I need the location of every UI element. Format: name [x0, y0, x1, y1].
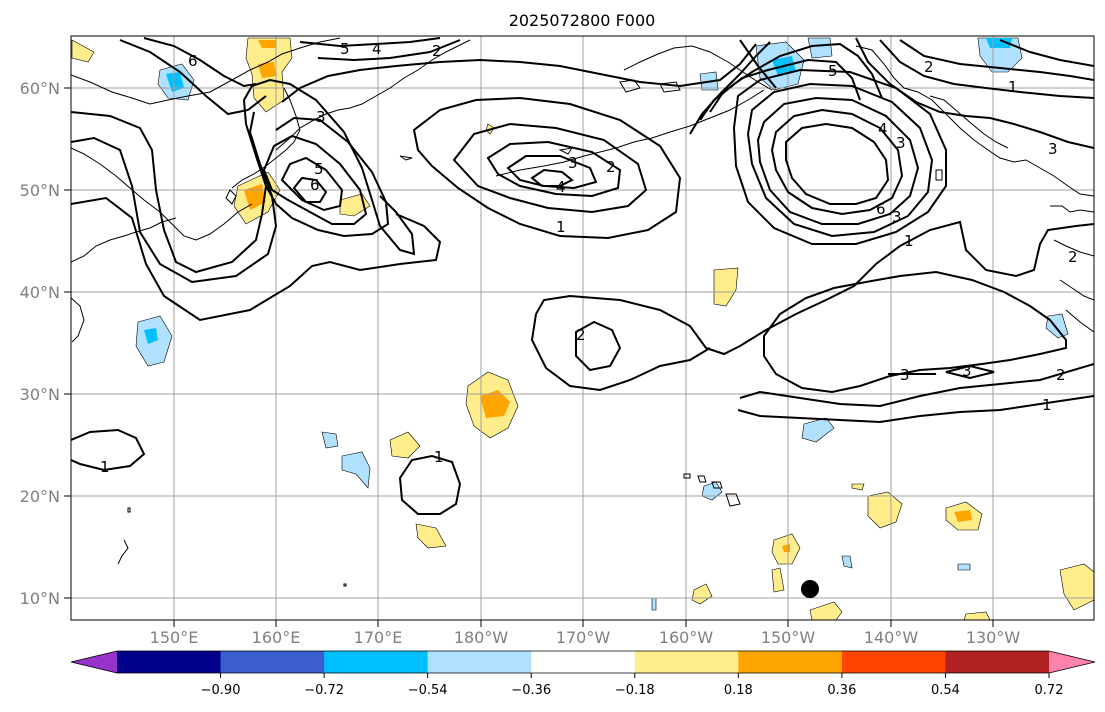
colorbar-tick-label: −0.54	[408, 683, 448, 698]
colorbar-tick-label: −0.90	[201, 683, 241, 698]
contour-label: 4	[372, 40, 382, 58]
contour-label: 4	[556, 178, 566, 196]
gridlines	[71, 36, 1094, 620]
colorbar-extend-low	[71, 651, 117, 673]
contour-label: 2	[432, 42, 442, 60]
colorbar-tick-label: −0.18	[615, 683, 655, 698]
colorbar-segment	[117, 651, 222, 673]
latitude-labels: 60°N 50°N 40°N 30°N 20°N 10°N	[20, 79, 71, 608]
lat-label: 30°N	[20, 385, 60, 404]
colorbar-segment	[945, 651, 1050, 673]
colorbar: −0.90 −0.72 −0.54 −0.36 −0.18 0.18 0.36 0.54 0.7…	[70, 650, 1096, 698]
contour-label: 1	[100, 458, 110, 476]
colorbar-tick-label: −0.36	[511, 683, 551, 698]
lon-label: 160°E	[252, 628, 301, 647]
contour-label: 6	[876, 200, 886, 218]
contour-label-layer: 6 5 4 2 3 5 6 3 2 4 1 5 4 3 6 1 3 1 2 3 …	[100, 40, 1078, 476]
lat-label: 20°N	[20, 487, 60, 506]
contour-label: 3	[568, 154, 578, 172]
contour-label: 1	[556, 218, 566, 236]
colorbar-tick-label: 0.18	[724, 683, 753, 698]
contour-label: 3	[962, 362, 972, 380]
contour-label: 2	[606, 158, 616, 176]
contour-lines	[71, 37, 1094, 515]
lon-label: 140°W	[864, 628, 919, 647]
lon-label: 150°W	[761, 628, 816, 647]
lat-label: 40°N	[20, 283, 60, 302]
lon-label: 130°W	[966, 628, 1021, 647]
coastlines	[71, 37, 1094, 587]
colorbar-segment	[738, 651, 843, 673]
contour-label: 2	[576, 326, 586, 344]
colorbar-segment	[324, 651, 429, 673]
contour-label: 3	[892, 208, 902, 226]
colorbar-extend-high	[1049, 651, 1095, 673]
colorbar-outline	[70, 650, 1096, 674]
contour-label: 2	[1056, 366, 1066, 384]
colorbar-segment	[531, 651, 636, 673]
contour-label: 1	[434, 448, 444, 466]
colorbar-tick-label: 0.54	[931, 683, 960, 698]
lon-label: 180°W	[454, 628, 509, 647]
lon-label: 170°E	[354, 628, 403, 647]
colorbar-segment	[220, 651, 325, 673]
contour-label: 1	[904, 232, 914, 250]
contour-label: 6	[188, 52, 198, 70]
lat-label: 50°N	[20, 181, 60, 200]
contour-label: 3	[900, 366, 910, 384]
contour-label: 6	[310, 176, 320, 194]
lat-label: 10°N	[20, 589, 60, 608]
map-title: 2025072800 F000	[509, 11, 656, 30]
colorbar-tick-label: 0.72	[1035, 683, 1064, 698]
contour-label: 3	[1048, 140, 1058, 158]
lon-label: 170°W	[556, 628, 611, 647]
lat-label: 60°N	[20, 79, 60, 98]
contour-label: 1	[1008, 78, 1018, 96]
contour-label: 1	[1042, 396, 1052, 414]
colorbar-tick-label: 0.36	[827, 683, 856, 698]
storm-marker	[801, 580, 819, 598]
colorbar-segment	[634, 651, 739, 673]
colorbar-segment	[841, 651, 946, 673]
contour-label: 2	[1068, 248, 1078, 266]
contour-label: 5	[314, 160, 324, 178]
longitude-labels: 150°E 160°E 170°E 180°W 170°W 160°W 150°…	[150, 620, 1021, 647]
contour-label: 5	[828, 62, 838, 80]
colorbar-segment	[427, 651, 532, 673]
contour-label: 3	[896, 134, 906, 152]
colorbar-tick-label: −0.72	[304, 683, 344, 698]
contour-label: 5	[340, 40, 350, 58]
contour-label: 3	[316, 108, 326, 126]
contour-label: 2	[924, 58, 934, 76]
lon-label: 160°W	[659, 628, 714, 647]
lon-label: 150°E	[150, 628, 199, 647]
contour-label: 4	[878, 120, 888, 138]
